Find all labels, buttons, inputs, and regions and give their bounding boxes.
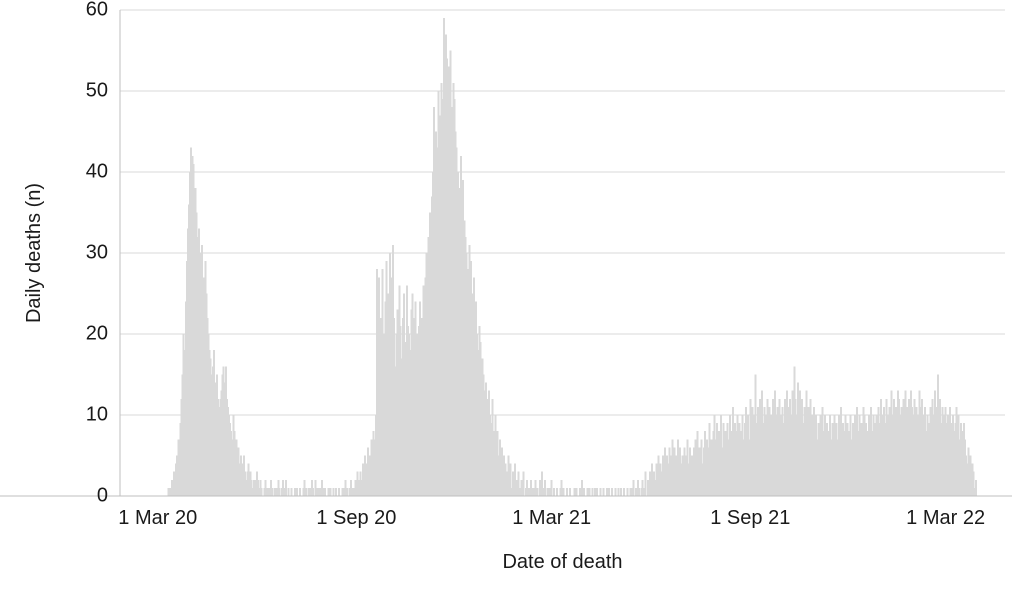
bar xyxy=(566,488,568,496)
y-axis-label: Daily deaths (n) xyxy=(23,183,45,323)
bar xyxy=(603,488,605,496)
bar xyxy=(576,488,578,496)
x-tick-label: 1 Sep 21 xyxy=(710,507,790,529)
bar xyxy=(279,488,281,496)
bar xyxy=(333,488,335,496)
bar xyxy=(268,488,270,496)
bar xyxy=(573,488,575,496)
bar xyxy=(583,488,585,496)
bar xyxy=(614,488,616,496)
x-tick-label: 1 Mar 22 xyxy=(906,507,985,529)
x-tick-label: 1 Mar 21 xyxy=(512,507,591,529)
bar xyxy=(581,480,583,496)
bar xyxy=(641,480,643,496)
bar xyxy=(275,488,277,496)
bar xyxy=(526,480,528,496)
y-tick-label: 20 xyxy=(86,322,108,344)
bar xyxy=(260,488,262,496)
bar xyxy=(579,488,581,496)
bar xyxy=(541,472,543,496)
bar xyxy=(271,488,273,496)
bar xyxy=(560,480,562,496)
bar xyxy=(592,488,594,496)
bar xyxy=(975,480,977,496)
bar xyxy=(563,488,565,496)
y-tick-label: 50 xyxy=(86,79,108,101)
bar xyxy=(282,480,284,496)
bar xyxy=(556,488,558,496)
bar xyxy=(553,488,555,496)
y-tick-label: 30 xyxy=(86,241,108,263)
bar xyxy=(315,488,317,496)
bar xyxy=(608,488,610,496)
x-axis-label: Date of death xyxy=(502,551,622,573)
bar xyxy=(312,488,314,496)
y-tick-label: 10 xyxy=(86,403,108,425)
bar xyxy=(327,488,329,496)
bar xyxy=(635,488,637,496)
bar xyxy=(322,488,324,496)
bar xyxy=(596,488,598,496)
chart-container: 0 10 20 30 40 50 60 1 Mar 20 1 Sep 20 1 Mar 21 1 S… xyxy=(0,0,1012,606)
bar xyxy=(351,488,353,496)
bar xyxy=(629,488,631,496)
y-tick-label: 60 xyxy=(86,0,108,20)
bar xyxy=(308,488,310,496)
bar xyxy=(535,480,537,496)
bar xyxy=(645,472,647,496)
bar xyxy=(620,488,622,496)
bar xyxy=(626,488,628,496)
bar xyxy=(306,488,308,496)
bar xyxy=(633,480,635,496)
bar xyxy=(551,480,553,496)
bar xyxy=(345,480,347,496)
x-tick-label: 1 Sep 20 xyxy=(316,507,396,529)
bar xyxy=(338,488,340,496)
bar xyxy=(546,488,548,496)
daily-deaths-bar-chart: 0 10 20 30 40 50 60 1 Mar 20 1 Sep 20 1 Mar 21 1 S… xyxy=(0,0,1012,606)
bar xyxy=(599,488,601,496)
bar xyxy=(586,488,588,496)
bar xyxy=(329,488,331,496)
bar xyxy=(285,480,287,496)
bar xyxy=(606,488,608,496)
bar xyxy=(549,488,551,496)
bar xyxy=(594,488,596,496)
bar xyxy=(266,488,268,496)
bar xyxy=(335,488,337,496)
bar xyxy=(341,488,343,496)
bar xyxy=(518,488,520,496)
bar xyxy=(299,488,301,496)
bar xyxy=(569,488,571,496)
bar xyxy=(528,488,530,496)
bar xyxy=(304,480,306,496)
bar xyxy=(537,488,539,496)
bar xyxy=(623,488,625,496)
x-tick-label: 1 Mar 20 xyxy=(118,507,197,529)
y-tick-label: 40 xyxy=(86,160,108,182)
bar xyxy=(531,488,533,496)
bar xyxy=(296,488,298,496)
bar xyxy=(544,480,546,496)
bar xyxy=(318,488,320,496)
bar xyxy=(168,488,170,496)
bar xyxy=(294,488,296,496)
bar xyxy=(588,488,590,496)
bar xyxy=(273,488,275,496)
bar xyxy=(611,488,613,496)
bar xyxy=(618,488,620,496)
bar xyxy=(291,488,293,496)
y-tick-label: 0 xyxy=(97,484,108,506)
bar xyxy=(287,488,289,496)
bar xyxy=(638,488,640,496)
bar xyxy=(523,472,525,496)
bar xyxy=(347,488,349,496)
bar xyxy=(324,488,326,496)
